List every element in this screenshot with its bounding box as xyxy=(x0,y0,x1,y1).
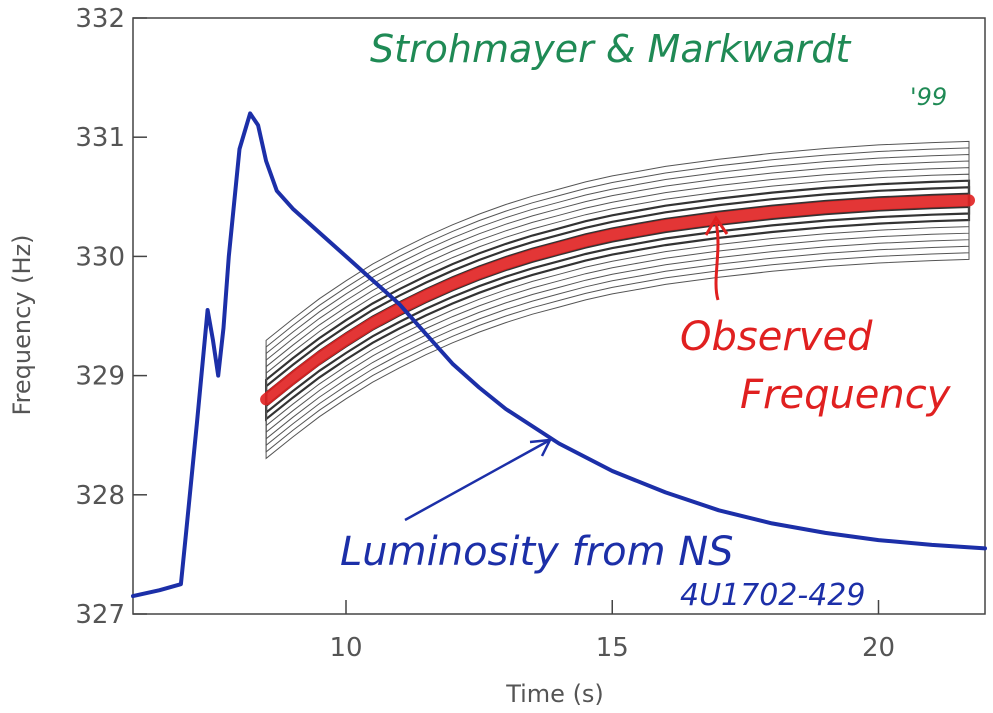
observed-annotation-line1: Observed xyxy=(680,314,873,360)
y-tick-label: 328 xyxy=(75,481,125,511)
x-axis-label: Time (s) xyxy=(505,680,604,708)
y-axis-label: Frequency (Hz) xyxy=(8,235,36,416)
axis-ticks: 327 328 329 330 331 332 10 15 20 xyxy=(75,4,895,663)
y-tick-label: 330 xyxy=(75,242,125,272)
luminosity-arrow xyxy=(404,438,551,522)
year-annotation: '99 xyxy=(910,83,947,111)
luminosity-arrowhead xyxy=(529,438,553,457)
observed-frequency-line xyxy=(260,194,975,406)
x-tick-label: 15 xyxy=(596,633,629,663)
observed-arrowhead xyxy=(704,215,729,236)
source-annotation: 4U1702-429 xyxy=(680,578,865,613)
luminosity-line xyxy=(131,111,987,599)
y-tick-label: 327 xyxy=(75,600,125,630)
y-tick-label: 331 xyxy=(75,123,125,153)
observed-annotation-line2: Frequency xyxy=(740,372,952,418)
x-tick-label: 20 xyxy=(862,633,895,663)
observed-arrow xyxy=(714,221,720,301)
y-tick-label: 329 xyxy=(75,362,125,392)
y-tick-label: 332 xyxy=(75,4,125,34)
contour-ring xyxy=(265,140,970,460)
credit-annotation: Strohmayer & Markwardt xyxy=(370,27,852,71)
series-group xyxy=(131,111,987,599)
power-contours xyxy=(265,140,971,460)
luminosity-annotation: Luminosity from NS xyxy=(340,529,734,575)
plot-frame xyxy=(132,17,986,615)
x-tick-label: 10 xyxy=(329,633,362,663)
